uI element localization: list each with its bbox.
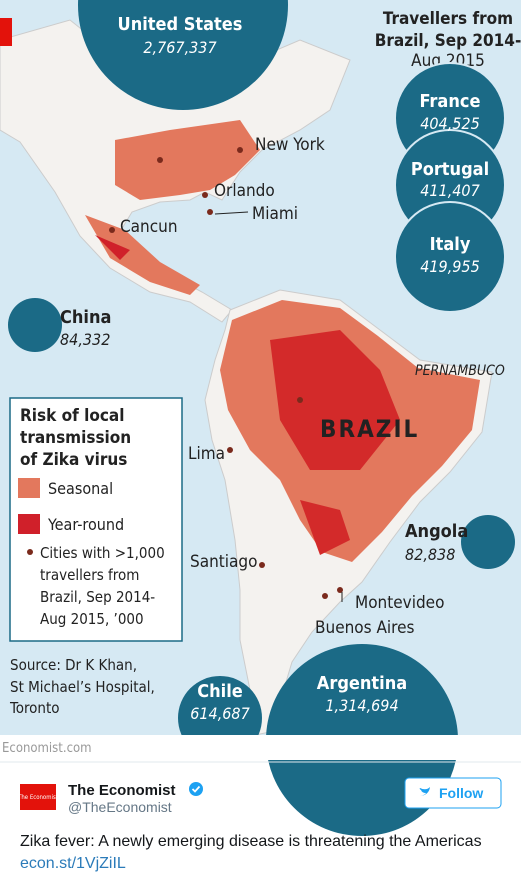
legend-swatch <box>18 514 40 534</box>
follow-button[interactable] <box>404 777 502 809</box>
bubble-name: United States <box>118 14 243 35</box>
city-dot <box>227 447 233 453</box>
bubble-value: 2,767,337 <box>143 38 217 57</box>
city-dot <box>202 192 208 198</box>
title-line: Brazil, Sep 2014- <box>375 31 521 51</box>
region-label: PERNAMBUCO <box>415 363 505 379</box>
bubble-value: 84,332 <box>60 330 110 349</box>
legend-note: Brazil, Sep 2014- <box>40 588 155 606</box>
city-dot <box>322 593 328 599</box>
source: Source: Dr K Khan, <box>10 656 137 674</box>
site: Economist.com <box>2 741 92 756</box>
bubble-value: 411,407 <box>420 181 480 200</box>
city-label: New York <box>255 135 325 155</box>
bubble <box>394 201 506 313</box>
city-dot <box>259 562 265 568</box>
bird-icon <box>419 787 430 796</box>
seasonal-area <box>115 120 260 200</box>
handle[interactable]: @TheEconomist <box>68 799 172 815</box>
legend-title: of Zika virus <box>20 450 127 470</box>
source: St Michael’s Hospital, <box>10 678 155 696</box>
tweet-link[interactable]: econ.st/1VjZiIL <box>20 855 126 872</box>
legend-note: Aug 2015, ’000 <box>40 610 144 628</box>
city-label: Buenos Aires <box>315 618 415 638</box>
city-dots <box>109 147 343 599</box>
region-label: BRAZIL <box>320 415 419 443</box>
economist-red-tab <box>0 18 12 46</box>
verified-check <box>191 785 201 793</box>
legend-dot <box>27 549 33 555</box>
bubble-name: Argentina <box>317 673 407 694</box>
verified-badge <box>189 782 203 796</box>
bubble-value: 419,955 <box>420 257 480 276</box>
legend-note: Cities with >1,000 <box>40 544 165 562</box>
city-dot <box>237 147 243 153</box>
site-bar <box>0 735 521 760</box>
bubble <box>78 0 288 110</box>
bubble-name: Angola <box>405 521 468 542</box>
city-dot <box>109 227 115 233</box>
bubble-value: 614,687 <box>190 704 250 723</box>
legend-item: Seasonal <box>48 479 113 498</box>
avatar-text: The Economist <box>17 794 58 801</box>
city-label: Lima <box>188 444 225 464</box>
avatar[interactable] <box>20 784 56 810</box>
city-dot <box>297 397 303 403</box>
city-label: Miami <box>252 204 298 224</box>
year-round-area <box>300 500 350 555</box>
bubble-name: Italy <box>430 234 471 255</box>
follow-label[interactable]: Follow <box>439 785 483 801</box>
bubble <box>461 515 515 569</box>
year-round-area <box>270 330 400 470</box>
leader-line <box>214 211 249 215</box>
city-dot <box>207 209 213 215</box>
bubble-name: Portugal <box>411 159 489 180</box>
source: Toronto <box>9 699 60 717</box>
year-round-area <box>95 235 130 260</box>
bubble-name: Chile <box>197 681 243 702</box>
legend-note: travellers from <box>40 566 139 584</box>
title-line: Travellers from <box>383 9 513 29</box>
city-label: Orlando <box>214 181 275 201</box>
bubble-value: 82,838 <box>405 545 455 564</box>
legend-title: transmission <box>20 428 131 448</box>
seasonal-area <box>85 215 200 295</box>
city-label: Montevideo <box>355 593 444 613</box>
tweet-text: Zika fever: A newly emerging disease is … <box>20 833 482 850</box>
bubble-name: China <box>60 307 111 328</box>
bubble-name: France <box>420 91 481 112</box>
bubble <box>8 298 62 352</box>
legend-item: Year-round <box>47 515 124 534</box>
bubble-value: 404,525 <box>420 114 480 133</box>
city-label: Cancun <box>120 217 178 237</box>
author[interactable]: The Economist <box>68 782 176 799</box>
legend-title: Risk of local <box>20 406 124 426</box>
city-label: Santiago <box>190 552 257 572</box>
bubble-value: 1,314,694 <box>325 696 398 715</box>
city-dot <box>157 157 163 163</box>
legend-swatch <box>18 478 40 498</box>
city-dot <box>337 587 343 593</box>
